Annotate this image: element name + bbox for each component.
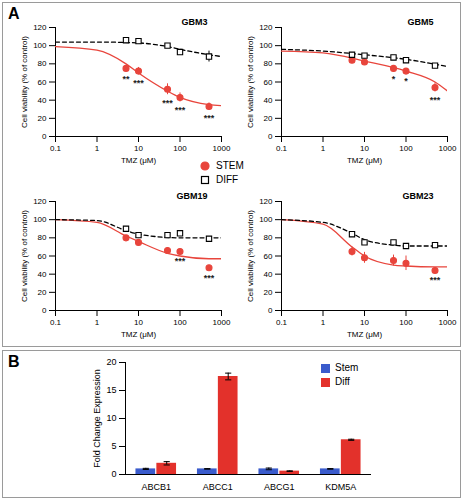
svg-text:5: 5 <box>111 441 116 451</box>
svg-text:0.1: 0.1 <box>50 144 62 153</box>
svg-text:100: 100 <box>399 144 413 153</box>
svg-text:Cell viability (% of control): Cell viability (% of control) <box>246 36 255 128</box>
svg-text:1: 1 <box>321 318 326 327</box>
svg-text:0: 0 <box>42 132 47 141</box>
svg-text:0: 0 <box>42 306 47 315</box>
svg-text:20: 20 <box>38 114 47 123</box>
svg-text:***: *** <box>162 98 173 108</box>
svg-text:60: 60 <box>38 78 47 87</box>
svg-text:100: 100 <box>259 41 273 50</box>
svg-text:***: *** <box>204 273 215 283</box>
svg-text:0: 0 <box>111 469 116 479</box>
svg-text:***: *** <box>430 275 441 285</box>
svg-text:20: 20 <box>264 288 273 297</box>
svg-text:80: 80 <box>38 59 47 68</box>
svg-text:100: 100 <box>173 144 187 153</box>
svg-text:120: 120 <box>259 197 273 206</box>
html-text:B: B <box>8 353 20 370</box>
svg-text:80: 80 <box>38 233 47 242</box>
svg-text:40: 40 <box>264 96 273 105</box>
svg-text:10: 10 <box>106 413 116 423</box>
svg-text:ABCB1: ABCB1 <box>141 482 171 492</box>
svg-text:Cell viability (% of control): Cell viability (% of control) <box>20 36 29 128</box>
svg-text:60: 60 <box>264 252 273 261</box>
svg-text:Cell viability (% of control): Cell viability (% of control) <box>246 210 255 302</box>
svg-text:100: 100 <box>33 41 47 50</box>
svg-text:40: 40 <box>38 270 47 279</box>
svg-text:15: 15 <box>106 385 116 395</box>
svg-text:100: 100 <box>33 215 47 224</box>
svg-text:Cell viability (% of control): Cell viability (% of control) <box>20 210 29 302</box>
svg-text:1: 1 <box>95 318 100 327</box>
svg-text:***: *** <box>430 95 441 105</box>
svg-text:20: 20 <box>106 357 116 367</box>
svg-text:40: 40 <box>38 96 47 105</box>
svg-text:Fold Change Expression: Fold Change Expression <box>92 369 102 468</box>
svg-text:GBM3: GBM3 <box>181 17 207 27</box>
svg-text:TMZ (μM): TMZ (μM) <box>347 156 383 165</box>
html-text:STEM: STEM <box>216 160 244 171</box>
svg-text:10: 10 <box>134 144 143 153</box>
svg-text:10: 10 <box>134 318 143 327</box>
svg-text:120: 120 <box>33 197 47 206</box>
svg-text:0.1: 0.1 <box>276 318 288 327</box>
svg-text:GBM19: GBM19 <box>176 191 207 201</box>
svg-text:40: 40 <box>264 270 273 279</box>
svg-text:GBM23: GBM23 <box>402 191 433 201</box>
svg-text:100: 100 <box>173 318 187 327</box>
html-text:A: A <box>8 5 20 22</box>
svg-text:TMZ (μM): TMZ (μM) <box>121 330 157 339</box>
svg-text:***: *** <box>175 105 186 115</box>
svg-text:100: 100 <box>399 318 413 327</box>
svg-text:0.1: 0.1 <box>276 144 288 153</box>
svg-text:80: 80 <box>264 233 273 242</box>
svg-text:***: *** <box>133 78 144 88</box>
svg-text:*: * <box>392 74 396 84</box>
svg-text:60: 60 <box>264 78 273 87</box>
svg-text:ABCC1: ABCC1 <box>203 482 233 492</box>
svg-text:10: 10 <box>360 318 369 327</box>
svg-text:GBM5: GBM5 <box>407 17 433 27</box>
svg-text:60: 60 <box>38 252 47 261</box>
svg-text:TMZ (μM): TMZ (μM) <box>121 156 157 165</box>
svg-text:80: 80 <box>264 59 273 68</box>
svg-text:ABCG1: ABCG1 <box>264 482 295 492</box>
svg-text:0: 0 <box>268 306 273 315</box>
svg-text:1000: 1000 <box>213 318 231 327</box>
svg-text:**: ** <box>122 74 130 84</box>
svg-text:20: 20 <box>264 114 273 123</box>
svg-text:1000: 1000 <box>213 144 231 153</box>
html-text:Diff: Diff <box>335 376 350 387</box>
svg-text:100: 100 <box>259 215 273 224</box>
svg-text:120: 120 <box>259 23 273 32</box>
svg-text:KDM5A: KDM5A <box>325 482 356 492</box>
svg-text:120: 120 <box>33 23 47 32</box>
svg-text:1: 1 <box>321 144 326 153</box>
svg-text:20: 20 <box>38 288 47 297</box>
svg-text:*: * <box>404 76 408 86</box>
html-text:Stem: Stem <box>335 362 359 373</box>
svg-text:10: 10 <box>360 144 369 153</box>
svg-text:***: *** <box>204 113 215 123</box>
svg-text:***: *** <box>175 256 186 266</box>
svg-text:1: 1 <box>95 144 100 153</box>
svg-text:1000: 1000 <box>439 318 457 327</box>
svg-text:0: 0 <box>268 132 273 141</box>
svg-text:0.1: 0.1 <box>50 318 62 327</box>
svg-text:TMZ (μM): TMZ (μM) <box>347 330 383 339</box>
svg-text:1000: 1000 <box>439 144 457 153</box>
html-text:DIFF: DIFF <box>216 174 239 185</box>
